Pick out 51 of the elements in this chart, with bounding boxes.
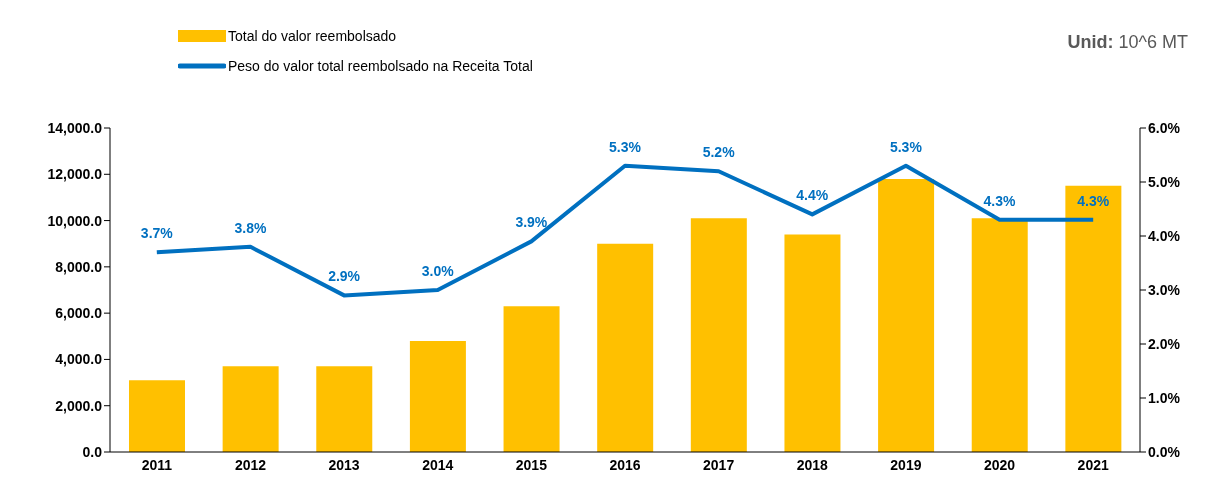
y2-tick-label: 1.0% — [1148, 389, 1181, 406]
x-tick-label: 2019 — [890, 456, 922, 473]
data-label: 4.3% — [1077, 192, 1110, 209]
data-label: 3.0% — [421, 263, 455, 279]
bar — [1065, 185, 1122, 452]
y2-tick-label: 4.0% — [1148, 227, 1181, 244]
bar — [222, 366, 279, 452]
data-label: 4.3% — [983, 192, 1017, 209]
y2-tick-label: 2.0% — [1148, 335, 1181, 352]
data-label: 5.3% — [609, 138, 642, 155]
data-label: 5.3% — [889, 138, 923, 155]
data-label: 4.4% — [796, 187, 829, 204]
y2-tick-label: 6.0% — [1148, 119, 1181, 136]
x-tick-label: 2016 — [609, 456, 641, 473]
bar — [784, 234, 841, 452]
y-tick-label: 0.0 — [82, 443, 103, 460]
x-tick-label: 2012 — [234, 456, 267, 473]
y-tick-label: 14,000.0 — [47, 119, 103, 136]
y-tick-label: 10,000.0 — [47, 212, 103, 229]
y2-tick-label: 5.0% — [1148, 173, 1181, 190]
bar — [409, 340, 466, 452]
y2-tick-label: 0.0% — [1148, 443, 1181, 460]
x-tick-label: 2020 — [983, 456, 1016, 473]
bar — [971, 218, 1028, 452]
x-tick-label: 2014 — [422, 456, 454, 473]
y-tick-label: 8,000.0 — [55, 258, 103, 275]
data-label: 3.7% — [140, 225, 174, 242]
bar — [690, 218, 747, 452]
x-tick-label: 2018 — [796, 456, 829, 473]
legend-label: Peso do valor total reembolsado na Receita Total — [228, 58, 533, 74]
bar — [129, 380, 185, 452]
y-tick-label: 6,000.0 — [55, 305, 103, 322]
data-label: 3.9% — [515, 214, 548, 231]
text: Unid: 10^6 MT — [1067, 32, 1188, 53]
y-tick-label: 12,000.0 — [47, 166, 103, 183]
data-label: 3.8% — [234, 219, 267, 236]
x-tick-label: 2013 — [328, 456, 360, 473]
x-tick-label: 2015 — [515, 456, 548, 473]
bar — [878, 178, 935, 452]
x-tick-label: 2017 — [703, 456, 735, 473]
y-tick-label: 4,000.0 — [55, 351, 103, 368]
data-label: 2.9% — [328, 268, 361, 285]
x-tick-label: 2021 — [1077, 456, 1109, 473]
x-tick-label: 2011 — [141, 456, 173, 473]
legend-label: Total do valor reembolsado — [228, 28, 397, 44]
y-tick-label: 2,000.0 — [55, 397, 103, 414]
y2-tick-label: 3.0% — [1148, 281, 1181, 298]
bar — [503, 306, 560, 452]
bar — [316, 366, 373, 452]
data-label: 5.2% — [702, 144, 736, 161]
bar — [597, 243, 654, 452]
